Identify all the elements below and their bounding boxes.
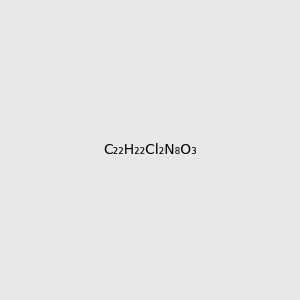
Text: C₂₂H₂₂Cl₂N₈O₃: C₂₂H₂₂Cl₂N₈O₃ bbox=[103, 143, 197, 157]
